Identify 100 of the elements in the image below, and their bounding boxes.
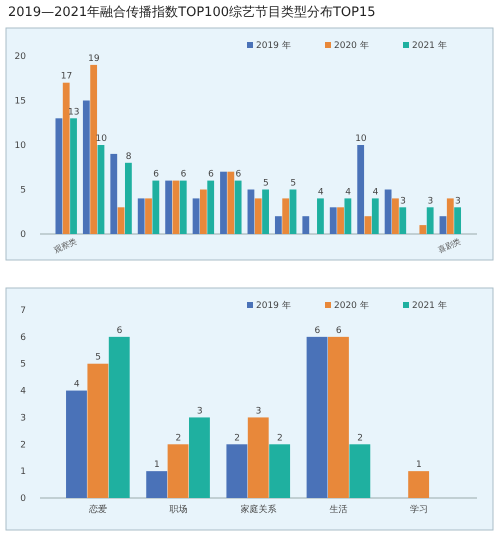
bar [227,172,234,234]
bar [344,198,352,234]
bar [110,154,118,234]
legend-label: 2021 年 [412,40,447,51]
y-tick-label: 20 [14,52,26,62]
x-tick-label: 生活 [330,504,348,515]
bar [152,180,160,234]
data-label: 2 [234,433,240,444]
y-tick-label: 5 [20,186,26,196]
bar [328,336,349,498]
data-label: 5 [95,352,101,363]
data-label: 10 [355,134,367,144]
y-tick-label: 5 [20,360,26,370]
legend-label: 2019 年 [256,40,291,51]
bar [302,216,310,234]
x-tick-label: 家庭关系 [240,504,276,515]
data-label: 4 [345,187,352,198]
data-label: 4 [372,187,379,198]
x-tick-label: 职场 [169,504,188,515]
data-label: 6 [336,326,342,336]
legend-label: 2019 年 [256,300,291,311]
bar [220,172,227,234]
bar [172,180,180,234]
bar [146,471,168,498]
bar [165,180,172,234]
bar [282,198,290,234]
legend-label: 2021 年 [412,300,447,311]
y-tick-label: 15 [14,96,26,106]
data-label: 3 [256,406,262,416]
bar [426,207,434,234]
bar [138,198,145,234]
bar [317,198,324,234]
bar [254,198,262,234]
bar [248,417,269,498]
bar [66,390,87,498]
x-tick-label: 观察类 [52,236,78,255]
y-tick-label: 10 [14,141,26,151]
data-label: 6 [180,170,187,180]
y-tick-label: 7 [20,306,26,316]
bar [200,190,207,234]
data-label: 1 [416,460,422,470]
data-label: 6 [208,170,214,180]
data-label: 3 [454,196,461,206]
x-tick-label: 学习 [410,504,428,515]
data-label: 1 [154,460,160,470]
bar [145,198,152,234]
bar [82,100,90,234]
data-label: 4 [74,380,80,390]
bar [207,180,214,234]
bar [262,190,269,234]
bar [364,216,372,234]
bar [419,225,426,234]
data-label: 2 [357,433,363,444]
data-label: 3 [196,406,203,416]
bar [290,190,296,234]
data-label: 6 [314,326,320,336]
data-label: 17 [60,72,72,82]
y-tick-label: 0 [20,230,26,240]
x-tick-label: 喜剧类 [436,236,462,255]
bar [234,180,242,234]
bar [62,82,70,234]
bar [357,145,364,234]
bar [269,444,290,498]
bar [248,190,254,234]
bar [440,216,446,234]
bar [274,216,282,234]
data-label: 4 [318,187,324,198]
bar [189,417,210,498]
bar [108,336,130,498]
data-label: 6 [236,170,242,180]
data-label: 8 [126,152,132,162]
bar [337,207,344,234]
data-label: 5 [262,178,269,188]
bar [226,444,248,498]
data-label: 3 [400,196,406,206]
bar [392,198,399,234]
y-tick-label: 3 [20,413,26,424]
x-tick-label: 恋爱 [88,504,108,515]
bar [98,145,104,234]
bar [124,162,132,234]
bar [399,207,406,234]
bar [446,198,454,234]
bar [192,198,200,234]
chart-title: 2019—2021年融合传播指数TOP100综艺节目类型分布TOP15 [8,5,376,20]
bar [55,118,62,234]
bar [408,471,430,498]
bar [118,207,124,234]
bar [306,336,328,498]
y-tick-label: 4 [20,386,26,397]
y-tick-label: 0 [20,494,26,504]
y-tick-label: 2 [20,440,26,450]
bar [90,64,98,234]
bar [384,190,392,234]
data-label: 6 [153,170,160,180]
y-tick-label: 1 [20,467,26,478]
data-label: 2 [277,433,283,444]
bar [349,444,370,498]
bar [454,207,462,234]
bar [70,118,77,234]
data-label: 6 [116,326,123,336]
